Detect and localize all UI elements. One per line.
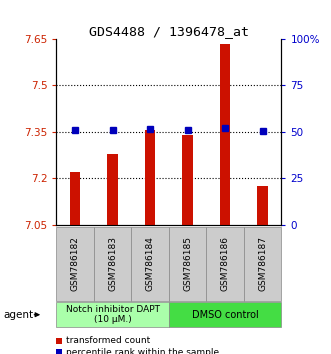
Text: GSM786182: GSM786182 [71, 236, 79, 291]
Bar [107, 154, 118, 225]
Bar [70, 172, 80, 225]
Text: agent: agent [3, 310, 33, 320]
Bar [145, 130, 155, 225]
Text: GSM786185: GSM786185 [183, 236, 192, 291]
Bar [220, 44, 230, 225]
Bar [257, 186, 268, 225]
Title: GDS4488 / 1396478_at: GDS4488 / 1396478_at [89, 25, 249, 38]
Text: GSM786187: GSM786187 [258, 236, 267, 291]
Text: GSM786184: GSM786184 [146, 236, 155, 291]
Text: GSM786186: GSM786186 [220, 236, 230, 291]
Text: transformed count: transformed count [66, 336, 151, 346]
Text: percentile rank within the sample: percentile rank within the sample [66, 348, 219, 354]
Text: DMSO control: DMSO control [192, 310, 259, 320]
Text: GSM786183: GSM786183 [108, 236, 117, 291]
Text: Notch inhibitor DAPT
(10 μM.): Notch inhibitor DAPT (10 μM.) [66, 305, 160, 324]
Bar [182, 135, 193, 225]
